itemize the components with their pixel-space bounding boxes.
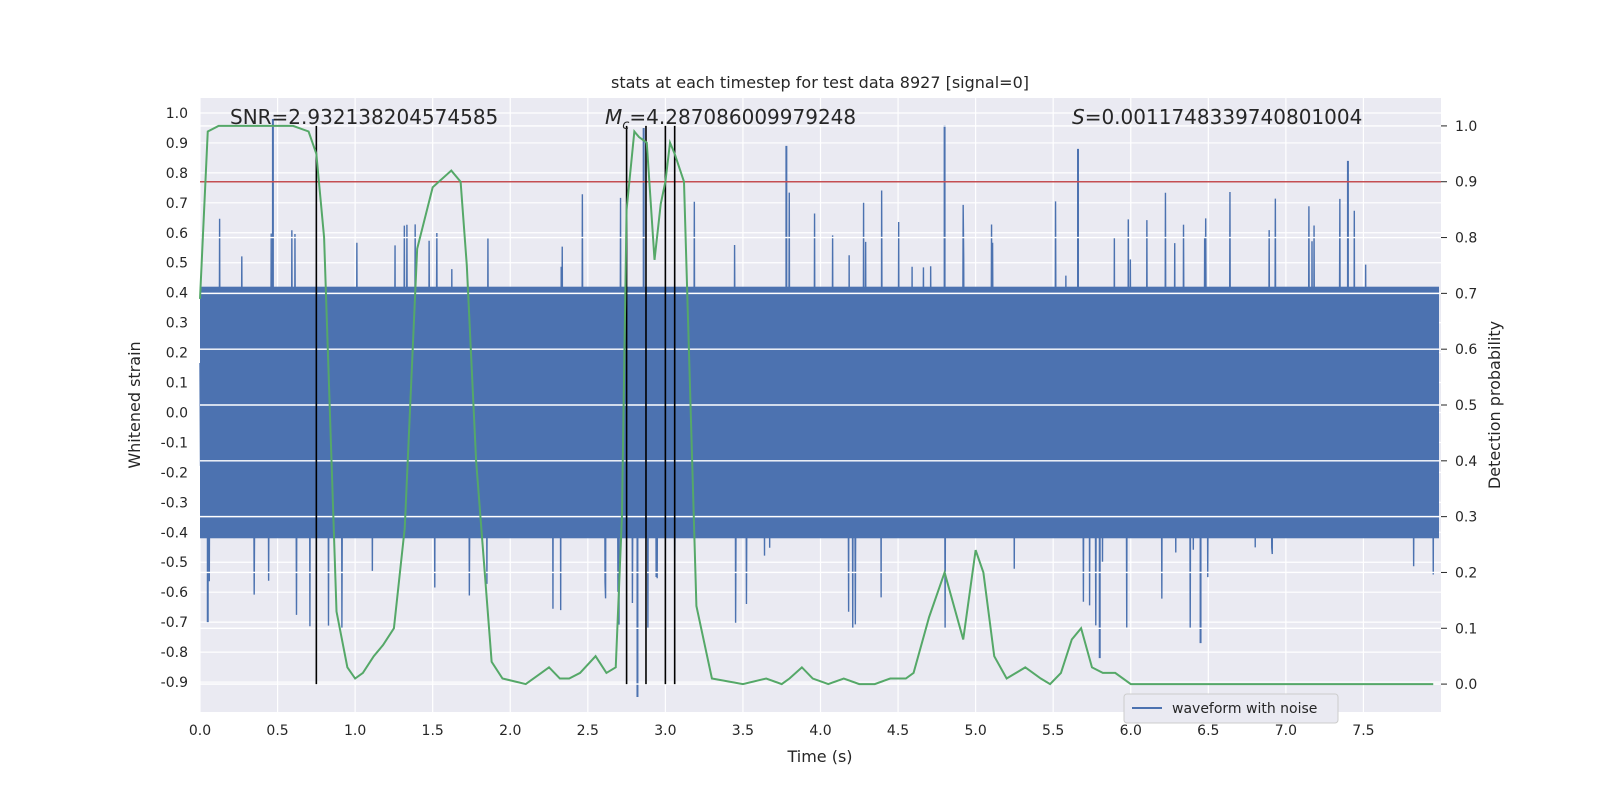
chirp-mass-subscript: c: [622, 118, 629, 133]
chirp-mass-value: =4.287086009979248: [629, 105, 856, 129]
y-tick-label: -0.6: [161, 585, 188, 601]
y-tick-label: -0.8: [161, 645, 188, 661]
y-axis-label: Whitened strain: [125, 341, 144, 468]
x-tick-label: 7.0: [1275, 723, 1297, 739]
y-tick-label: 0.3: [166, 316, 188, 332]
y-tick-label: -0.1: [161, 435, 188, 451]
y2-tick-label: 0.5: [1455, 398, 1477, 414]
y-tick-label: 0.2: [166, 346, 188, 362]
y2-tick-label: 0.0: [1455, 677, 1477, 693]
x-tick-label: 6.5: [1197, 723, 1219, 739]
y-tick-label: 0.5: [166, 256, 188, 272]
chart-title: stats at each timestep for test data 892…: [611, 73, 1029, 92]
y-tick-label: 0.9: [166, 136, 188, 152]
y-tick-label: -0.9: [161, 675, 188, 691]
waveform-band: [200, 286, 1439, 539]
x-tick-label: 4.5: [887, 723, 909, 739]
probability-series: [199, 124, 1434, 686]
y-tick-label: 1.0: [166, 106, 188, 122]
y-tick-label: -0.4: [161, 525, 188, 541]
x-tick-label: 5.0: [964, 723, 986, 739]
x-tick-label: 6.0: [1120, 723, 1142, 739]
y-tick-label: 0.1: [166, 376, 188, 392]
y-tick-label: -0.3: [161, 495, 188, 511]
legend-box: [1123, 693, 1339, 724]
y2-tick-label: 0.4: [1455, 454, 1477, 470]
x-axis-label: Time (s): [786, 747, 852, 766]
y2-tick-label: 0.8: [1455, 231, 1477, 247]
y-tick-label: 0.8: [166, 166, 188, 182]
legend-label: waveform with noise: [1172, 701, 1317, 717]
snr-annotation: SNR=2.932138204574585: [230, 105, 498, 129]
s-value: =0.0011748339740801004: [1085, 105, 1363, 129]
x-tick-label: 3.5: [732, 723, 754, 739]
y2-tick-label: 0.7: [1455, 286, 1477, 302]
y2-tick-label: 0.3: [1455, 510, 1477, 526]
x-tick-label: 2.5: [577, 723, 599, 739]
legend: waveform with noise: [1123, 693, 1339, 724]
y2-axis-label: Detection probability: [1485, 321, 1504, 489]
secondary-grid: [200, 125, 1441, 685]
y-tick-label: -0.2: [161, 465, 188, 481]
probability-line: [199, 124, 1434, 686]
x-tick-label: 1.5: [422, 723, 444, 739]
y2-axis-ticks: 1.0 0.9 0.8 0.7 0.6 0.5 0.4 0.3 0.2 0.1 0.0: [1441, 119, 1477, 693]
y2-tick-label: 0.9: [1455, 175, 1477, 191]
y-tick-label: 0.0: [166, 405, 188, 421]
y-tick-label: 0.7: [166, 196, 188, 212]
x-tick-label: 7.5: [1352, 723, 1374, 739]
x-tick-label: 0.0: [189, 723, 211, 739]
s-symbol: S: [1072, 105, 1085, 129]
x-tick-label: 3.0: [654, 723, 676, 739]
x-tick-label: 5.5: [1042, 723, 1064, 739]
y-tick-label: 0.4: [166, 286, 188, 302]
y-tick-label: 0.6: [166, 226, 188, 242]
y-tick-label: -0.7: [161, 615, 188, 631]
chirp-mass-symbol: M: [605, 105, 622, 129]
x-tick-label: 1.0: [344, 723, 366, 739]
s-annotation: S=0.0011748339740801004: [1072, 105, 1362, 129]
x-tick-label: 2.0: [499, 723, 521, 739]
y2-tick-label: 0.2: [1455, 565, 1477, 581]
y-tick-label: -0.5: [161, 555, 188, 571]
y-axis-ticks: 1.0 0.9 0.8 0.7 0.6 0.5 0.4 0.3 0.2 0.1 0.0 -0.1 -0.…: [161, 106, 188, 691]
x-tick-label: 4.0: [809, 723, 831, 739]
y2-tick-label: 0.6: [1455, 342, 1477, 358]
x-axis-ticks: 0.0 0.5 1.0 1.5 2.0 2.5 3.0 3.5 4.0 4.5 5.0 5.5 6.0 6…: [189, 723, 1375, 739]
chirp-mass-annotation: Mc=4.287086009979248: [605, 105, 856, 133]
y2-tick-label: 0.1: [1455, 621, 1477, 637]
y2-tick-label: 1.0: [1455, 119, 1477, 135]
x-tick-label: 0.5: [266, 723, 288, 739]
